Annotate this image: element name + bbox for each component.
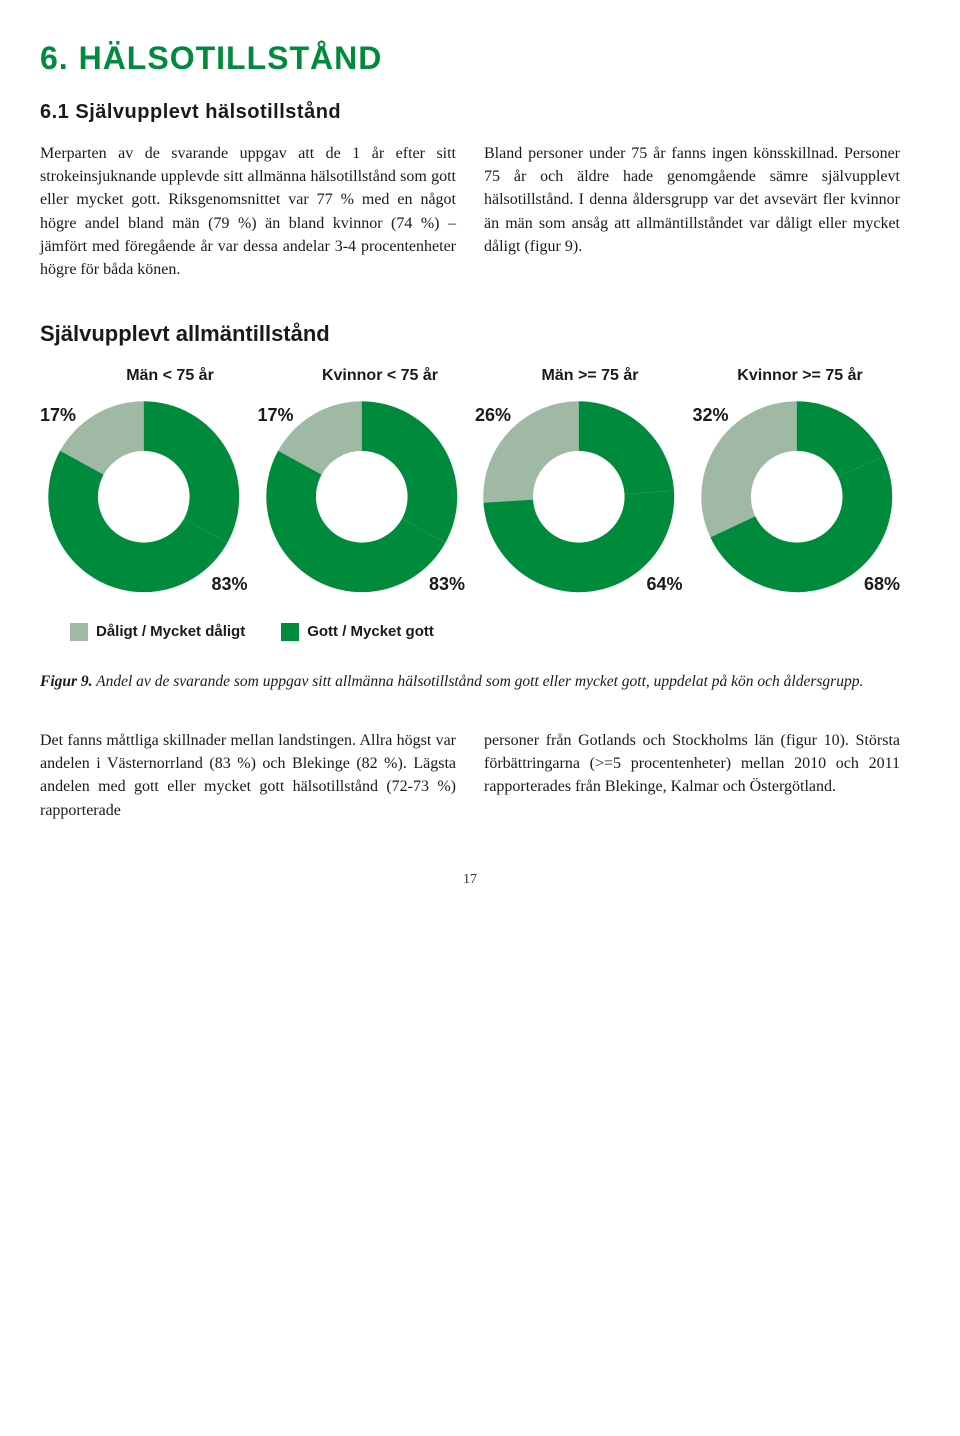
figure-text: Andel av de svarande som uppgav sitt all… xyxy=(93,673,864,690)
legend-swatch xyxy=(281,623,299,641)
chart-title: Självupplevt allmäntillstånd xyxy=(40,321,900,347)
good-pct-label: 83% xyxy=(429,574,465,595)
legend-swatch xyxy=(70,623,88,641)
section-heading: 6.1 Självupplevt hälsotillstånd xyxy=(40,101,900,124)
legend-label: Gott / Mycket gott xyxy=(307,623,434,640)
legend-item: Dåligt / Mycket dåligt xyxy=(70,623,245,641)
page-number: 17 xyxy=(40,872,900,888)
donut-chart: 17% 83% xyxy=(258,393,466,601)
bad-pct-label: 26% xyxy=(475,405,511,426)
good-pct-label: 64% xyxy=(646,574,682,595)
intro-right: Bland personer under 75 år fanns ingen k… xyxy=(484,142,900,281)
body-columns-2: Det fanns måttliga skillnader mellan lan… xyxy=(40,729,900,822)
series-label: Män >= 75 år xyxy=(490,367,690,385)
intro-left: Merparten av de svarande uppgav att de 1… xyxy=(40,142,456,281)
bad-pct-label: 32% xyxy=(693,405,729,426)
figure-label: Figur 9. xyxy=(40,673,93,690)
donut-chart: 17% 83% xyxy=(40,393,248,601)
donut-chart: 26% 64% xyxy=(475,393,683,601)
good-pct-label: 83% xyxy=(211,574,247,595)
series-label: Kvinnor < 75 år xyxy=(280,367,480,385)
legend-label: Dåligt / Mycket dåligt xyxy=(96,623,245,640)
chart-legend: Dåligt / Mycket dåligt Gott / Mycket got… xyxy=(70,623,900,641)
intro-columns: Merparten av de svarande uppgav att de 1… xyxy=(40,142,900,281)
series-label: Män < 75 år xyxy=(70,367,270,385)
body2-right: personer från Gotlands och Stockholms lä… xyxy=(484,729,900,822)
legend-item: Gott / Mycket gott xyxy=(281,623,434,641)
chart-series-labels: Män < 75 år Kvinnor < 75 år Män >= 75 år… xyxy=(70,367,900,385)
page-heading: 6. HÄLSOTILLSTÅND xyxy=(40,40,900,77)
bad-pct-label: 17% xyxy=(40,405,76,426)
series-label: Kvinnor >= 75 år xyxy=(700,367,900,385)
body2-left: Det fanns måttliga skillnader mellan lan… xyxy=(40,729,456,822)
bad-pct-label: 17% xyxy=(258,405,294,426)
donut-chart: 32% 68% xyxy=(693,393,901,601)
good-pct-label: 68% xyxy=(864,574,900,595)
figure-caption: Figur 9. Andel av de svarande som uppgav… xyxy=(40,671,900,693)
donuts-row: 17% 83% 17% 83% 26% 64% 32% 68% xyxy=(40,393,900,601)
